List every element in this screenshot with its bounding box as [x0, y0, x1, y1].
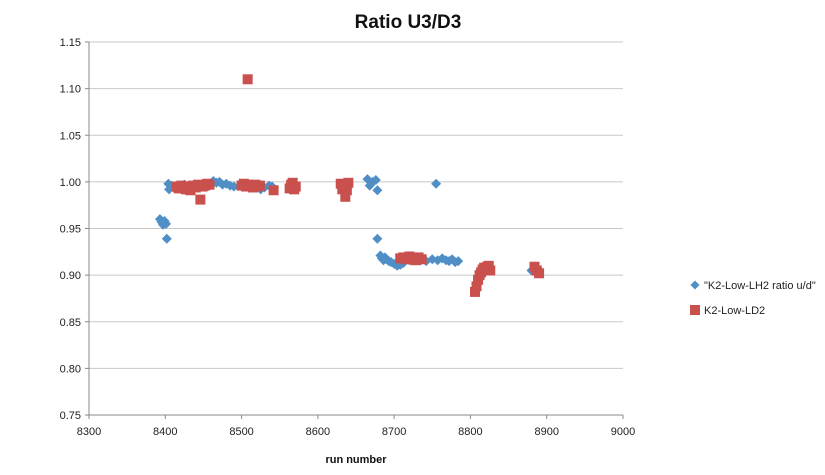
y-tick-label: 0.75	[60, 410, 81, 422]
point-lh2	[372, 185, 383, 196]
point-ld2	[268, 185, 279, 196]
legend-label-lh2: "K2-Low-LH2 ratio u/d"	[704, 280, 816, 292]
x-tick-label: 8600	[306, 426, 330, 438]
x-tick-label: 8400	[153, 426, 177, 438]
point-ld2	[341, 185, 352, 196]
y-tick-label: 1.15	[60, 37, 81, 49]
y-tick-label: 1.05	[60, 130, 81, 142]
x-tick-label: 8900	[534, 426, 558, 438]
point-ld2	[485, 265, 496, 276]
legend-label-ld2: K2-Low-LD2	[704, 305, 765, 317]
x-tick-label: 9000	[611, 426, 635, 438]
legend-marker-diamond	[690, 280, 700, 290]
point-ld2	[343, 177, 354, 188]
point-ld2	[534, 268, 545, 279]
point-ld2	[471, 281, 482, 292]
axes	[85, 41, 624, 419]
x-tick-label: 8700	[382, 426, 406, 438]
y-tick-label: 0.80	[60, 363, 81, 375]
y-tick-label: 1.10	[60, 84, 81, 96]
x-tick-labels: 8300 8400 8500 8600 8700 8800 8900 9000	[77, 426, 635, 438]
point-ld2	[416, 254, 427, 265]
y-tick-label: 0.90	[60, 270, 81, 282]
y-tick-label: 1.00	[60, 177, 81, 189]
point-lh2	[370, 175, 381, 186]
point-ld2	[340, 191, 351, 202]
point-lh2	[372, 233, 383, 244]
x-axis-label: run number	[325, 454, 387, 466]
legend-item-ld2: K2-Low-LD2	[690, 305, 765, 317]
x-tick-label: 8300	[77, 426, 101, 438]
legend: "K2-Low-LH2 ratio u/d" K2-Low-LD2	[690, 280, 816, 317]
point-lh2	[431, 178, 442, 189]
x-tick-label: 8800	[458, 426, 482, 438]
point-lh2	[432, 255, 443, 266]
point-ld2	[242, 74, 253, 85]
data-points	[154, 74, 545, 297]
point-lh2	[453, 256, 464, 267]
legend-marker-square	[690, 305, 700, 315]
point-lh2	[161, 233, 172, 244]
legend-item-lh2: "K2-Low-LH2 ratio u/d"	[690, 280, 816, 292]
point-lh2	[228, 181, 239, 192]
x-tick-label: 8500	[229, 426, 253, 438]
y-tick-label: 0.85	[60, 317, 81, 329]
y-tick-label: 0.95	[60, 224, 81, 236]
point-ld2	[290, 181, 301, 192]
chart-title: Ratio U3/D3	[355, 12, 462, 33]
point-ld2	[470, 286, 481, 297]
point-ld2	[204, 179, 215, 190]
point-lh2	[161, 218, 172, 229]
point-ld2	[195, 194, 206, 205]
y-tick-labels: 0.75 0.80 0.85 0.90 0.95 1.00 1.05 1.10 1.15	[60, 37, 81, 422]
gridlines	[89, 41, 623, 369]
point-ld2	[254, 180, 265, 191]
